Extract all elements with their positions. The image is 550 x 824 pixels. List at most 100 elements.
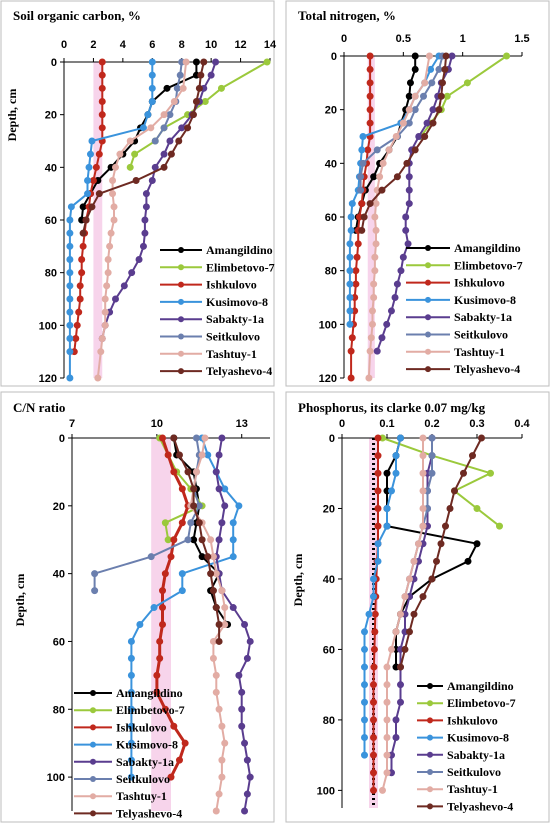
x-tick-label: 0	[61, 39, 67, 51]
data-point	[346, 240, 354, 248]
data-point	[383, 320, 391, 328]
data-point	[411, 52, 419, 60]
data-point	[79, 229, 87, 237]
data-point	[217, 84, 225, 92]
data-point	[135, 256, 143, 263]
data-point	[184, 124, 192, 132]
series-sabakty-1a	[373, 52, 456, 355]
data-point	[370, 681, 377, 689]
series-tashtuy-1	[94, 58, 190, 382]
data-point	[393, 280, 401, 288]
data-point	[383, 522, 391, 530]
data-point	[109, 177, 117, 184]
data-point	[371, 267, 379, 275]
data-point	[346, 320, 354, 328]
data-point	[463, 79, 471, 87]
data-point	[151, 137, 159, 145]
legend-swatch-marker	[425, 262, 431, 269]
data-point	[370, 294, 378, 301]
y-tick-label: 100	[319, 319, 337, 331]
data-point	[473, 540, 481, 548]
data-point	[367, 334, 375, 342]
data-point	[383, 716, 391, 724]
data-point	[433, 557, 440, 565]
data-point	[374, 469, 382, 477]
series-kusimovo-8	[66, 58, 156, 382]
data-point	[209, 654, 217, 662]
chart-title: C/N ratio	[13, 400, 65, 415]
data-point	[438, 79, 446, 87]
data-point	[379, 786, 386, 794]
data-point	[391, 294, 399, 301]
data-point	[198, 451, 206, 459]
data-point	[110, 203, 118, 211]
series-kusimovo-8	[361, 434, 404, 759]
legend-swatch-marker	[427, 683, 433, 689]
legend-label: Sabakty-1a	[206, 312, 264, 326]
y-tick-label: 20	[323, 503, 335, 515]
data-point	[443, 92, 451, 100]
legend-label: Elimbetovo-7	[116, 703, 185, 717]
data-point	[392, 133, 400, 140]
legend-label: Telyashevo-4	[206, 364, 272, 378]
data-point	[79, 242, 87, 250]
legend-swatch-marker	[90, 690, 96, 696]
data-point	[221, 485, 229, 493]
data-point	[374, 434, 382, 442]
data-point	[166, 137, 174, 145]
legend-label: Ishkulovo	[206, 278, 257, 292]
data-point	[392, 716, 400, 724]
data-point	[84, 177, 92, 184]
legend-label: Seitkulovo	[206, 330, 260, 344]
data-point	[361, 698, 368, 706]
legend-label: Telyashevo-4	[454, 362, 520, 376]
data-point	[378, 186, 386, 194]
data-point	[66, 282, 74, 290]
data-point	[221, 502, 229, 510]
legend-swatch-marker	[178, 333, 184, 340]
data-point	[238, 705, 246, 713]
data-point	[371, 628, 379, 636]
legend-swatch-marker	[425, 348, 431, 355]
data-point	[148, 71, 156, 79]
data-point	[98, 58, 106, 66]
x-tick-label: 2	[90, 39, 96, 51]
data-point	[366, 200, 374, 208]
data-point	[79, 203, 87, 211]
data-point	[86, 150, 94, 158]
data-point	[175, 137, 183, 145]
data-point	[246, 637, 254, 645]
data-point	[406, 79, 414, 87]
x-tick-label: 8	[179, 39, 185, 51]
data-point	[170, 98, 178, 105]
legend-label: Tashtuy-1	[447, 782, 498, 796]
series-seitkulovo	[357, 52, 446, 194]
data-point	[404, 240, 412, 248]
data-point	[184, 468, 192, 476]
data-point	[405, 92, 413, 100]
data-point	[197, 71, 205, 79]
legend-label: Tashtuy-1	[116, 789, 167, 803]
legend-label: Seitkulovo	[454, 328, 508, 342]
data-point	[347, 374, 355, 382]
data-point	[358, 146, 366, 154]
legend-swatch-marker	[425, 279, 431, 286]
data-point	[448, 52, 456, 60]
legend-label: Seitkulovo	[116, 772, 170, 786]
data-point	[241, 621, 249, 628]
legend-swatch-marker	[427, 717, 433, 724]
data-point	[127, 705, 135, 713]
data-point	[383, 769, 391, 777]
data-point	[204, 553, 212, 561]
data-point	[361, 716, 368, 724]
data-point	[215, 536, 223, 544]
data-point	[215, 621, 223, 628]
data-point	[215, 485, 223, 493]
data-point	[401, 593, 409, 601]
data-point	[243, 790, 251, 798]
data-point	[361, 751, 368, 759]
y-tick-label: 120	[39, 373, 57, 385]
data-point	[346, 267, 354, 275]
data-point	[229, 553, 237, 561]
data-point	[94, 374, 102, 382]
